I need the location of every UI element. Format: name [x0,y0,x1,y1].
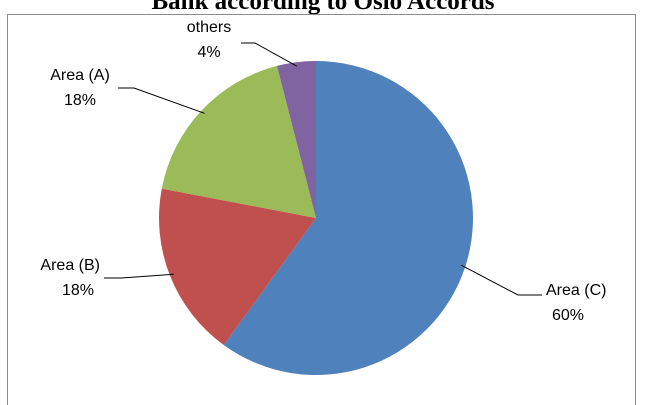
slice-value-label: 4% [197,44,220,61]
leader-line [104,273,174,279]
pie-slices [158,61,473,375]
slice-labels: Area (C) 60% Area (B) 18% Area (A) 18% others 4… [40,19,606,324]
leader-line [461,264,542,296]
leader-lines [104,42,542,296]
slice-name-label: Area (C) [546,282,606,299]
chart-title: Bank according to Oslo Accords [151,0,495,15]
pie-slice-area-b [158,188,316,346]
pie-chart: Area (C) 60% Area (B) 18% Area (A) 18% others 4… [40,19,606,375]
slice-value-label: 18% [62,282,94,299]
slice-value-label: 18% [64,92,96,109]
pie-slice-others [276,61,316,218]
slice-value-label: 60% [552,307,584,324]
leader-line [241,42,298,67]
pie-slice-area-c [223,61,473,375]
chart-frame: Area (C) 60% Area (B) 18% Area (A) 18% others 4… [7,14,636,405]
slice-name-label: others [187,19,231,36]
slice-name-label: Area (A) [50,67,110,84]
slice-name-label: Area (B) [40,257,100,274]
pie-slice-area-a [161,65,316,219]
leader-line [118,87,205,114]
